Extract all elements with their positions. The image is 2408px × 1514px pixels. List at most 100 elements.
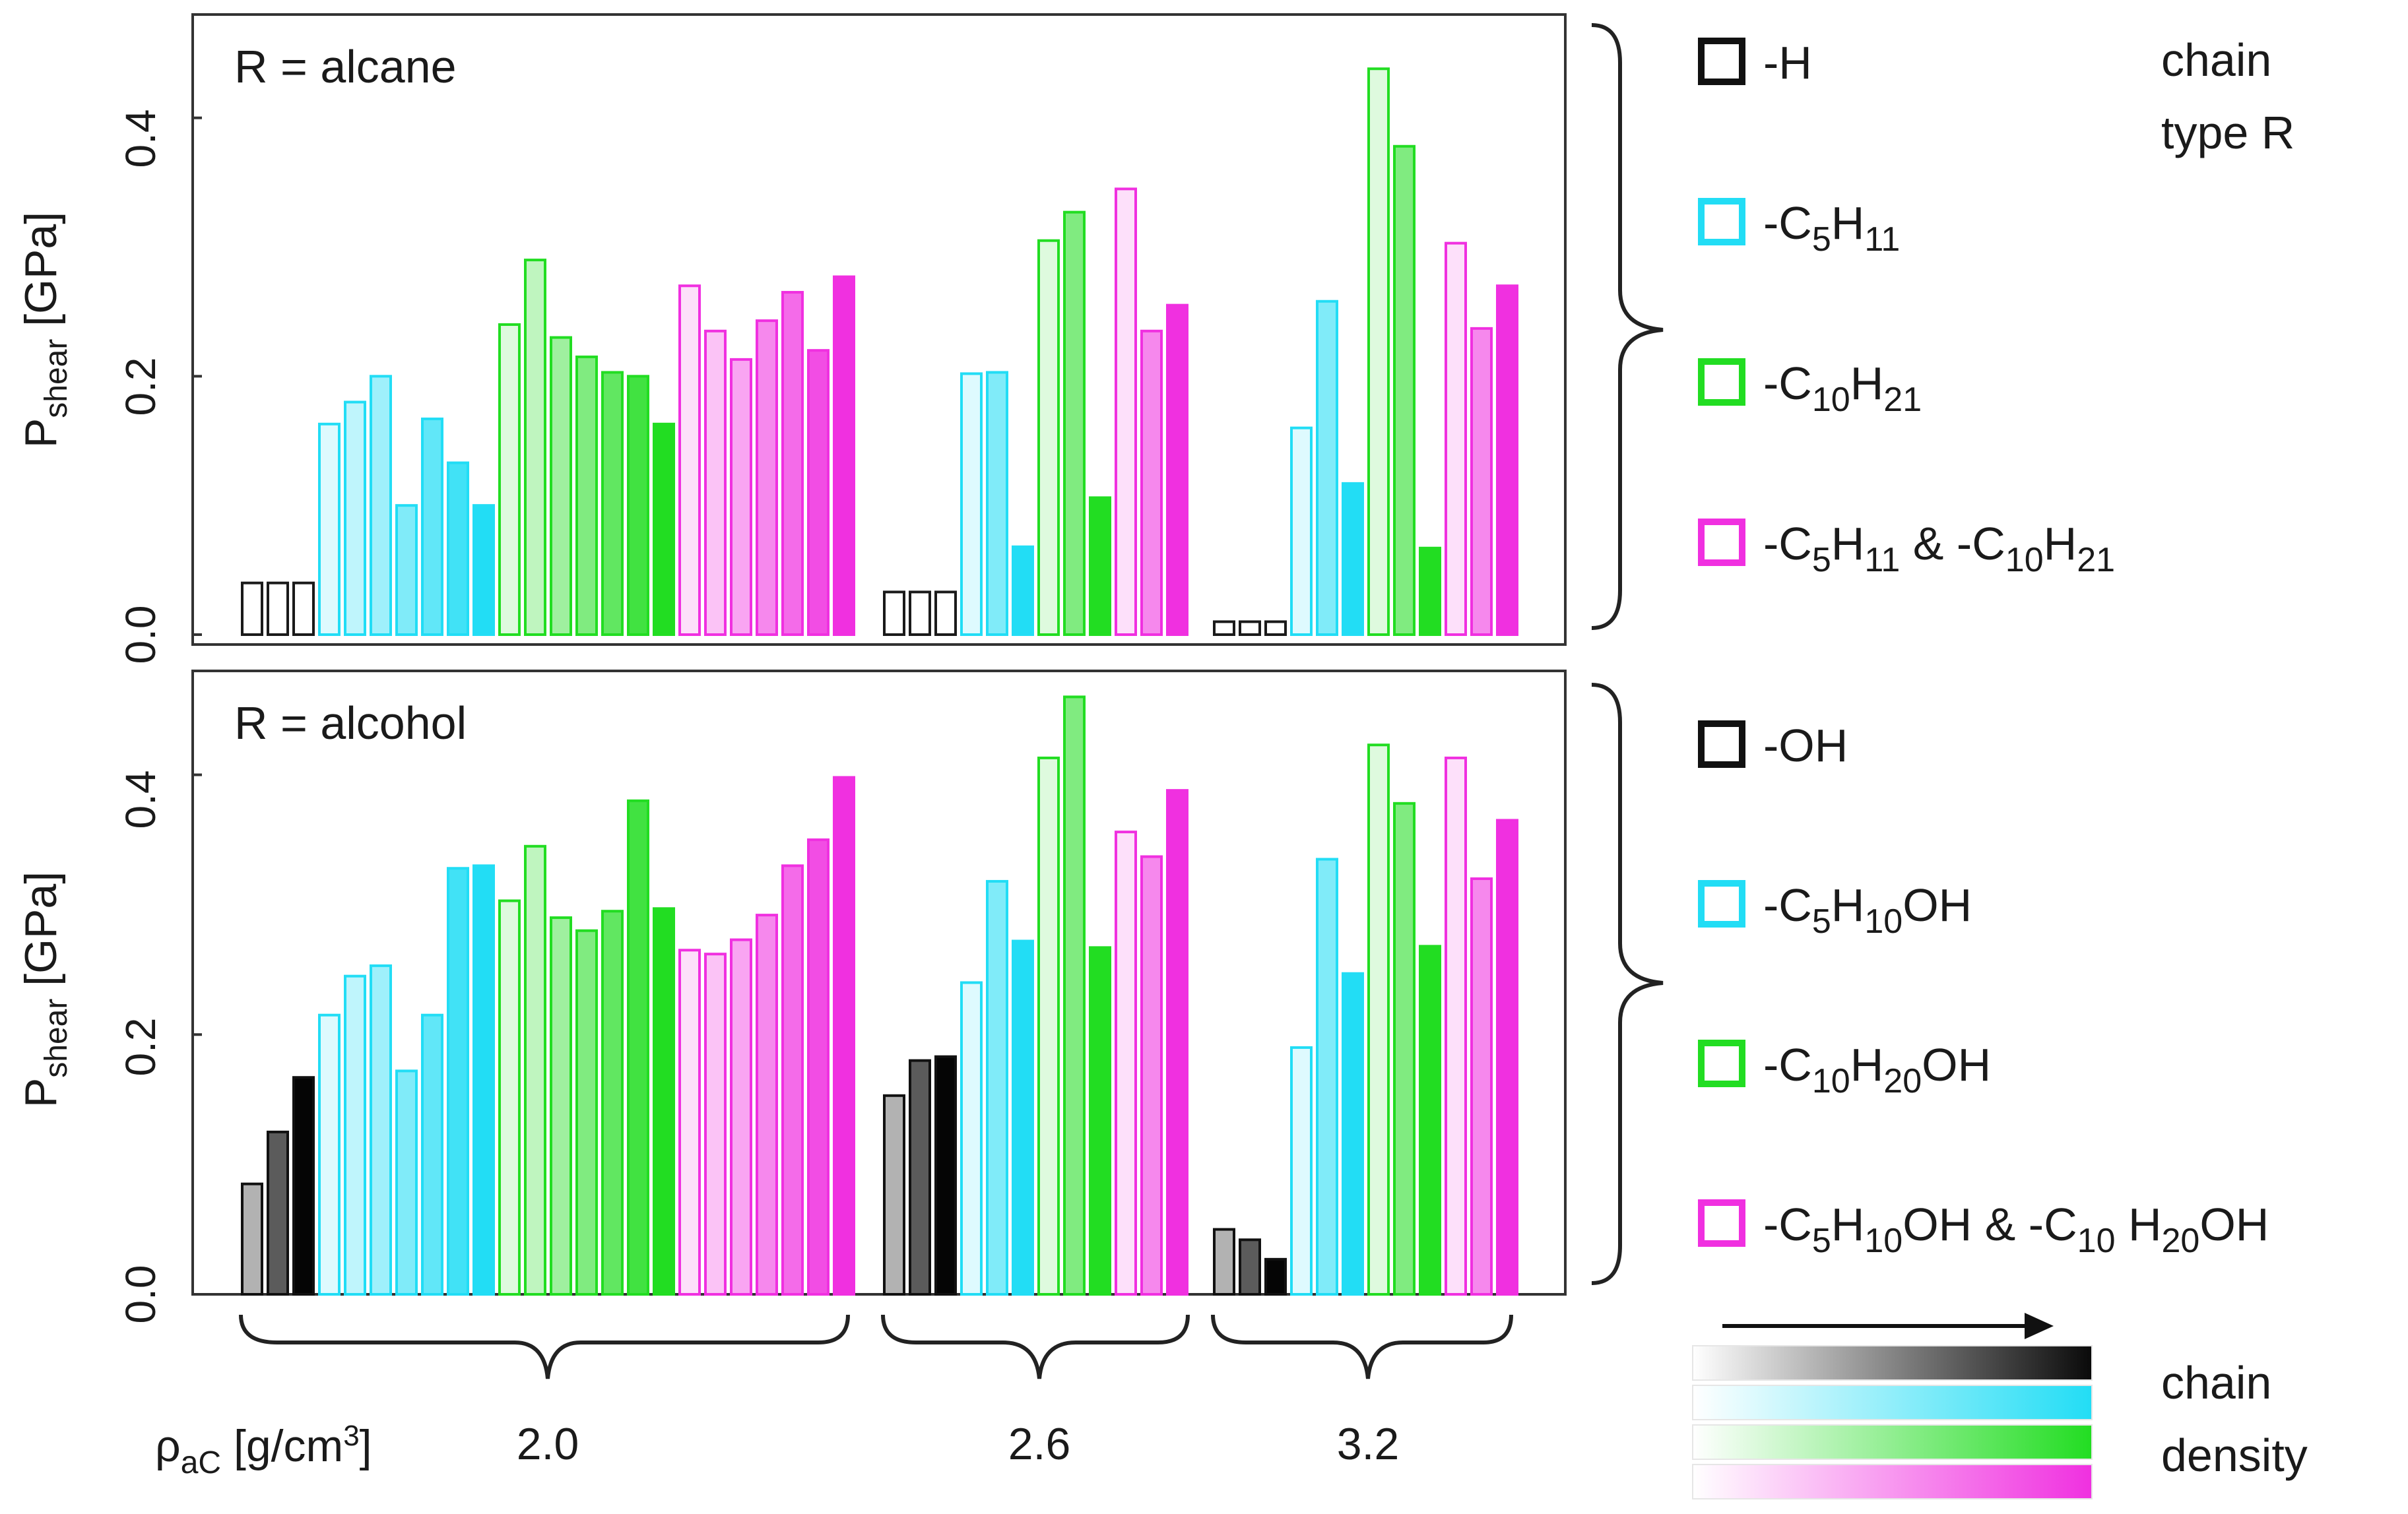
bar-2.6-C10-2: [1063, 695, 1086, 1296]
bar-2.0-mix-5: [781, 291, 804, 636]
bar-2.0-mix-1: [678, 284, 701, 636]
bar-2.6-mix-3: [1166, 303, 1188, 636]
bar-2.0-C5-6: [447, 461, 469, 637]
y-tick-label: 0.0: [117, 1265, 164, 1324]
bar-3.2-mix-1: [1445, 241, 1467, 636]
bar-2.0-C5-1: [318, 1013, 341, 1296]
panel-alcane: R = alcane 0.0 0.2 0.4 Pshear [GPa]: [16, 13, 1567, 664]
bar-2.0-C5-5: [421, 1013, 443, 1296]
bar-2.6-C5-2: [986, 879, 1008, 1296]
legend-swatch-mix-alcohol: [1698, 1199, 1745, 1247]
bar-2.6-C10-3: [1089, 946, 1111, 1296]
bar-2.0-H-3: [292, 1076, 315, 1296]
x-group-brace: [1211, 1314, 1513, 1379]
bar-3.2-mix-2: [1470, 327, 1493, 636]
bar-2.0-mix-7: [833, 275, 855, 636]
legend-label-H-alcohol: -OH: [1763, 720, 1848, 771]
density-gradient-C5: [1692, 1385, 2093, 1420]
bar-2.0-C10-4: [575, 929, 598, 1296]
bar-3.2-C5-1: [1290, 426, 1313, 637]
chain-density-legend: chain density: [1692, 1313, 2308, 1499]
legend-label-C10-alcane: -C10H21: [1763, 358, 1922, 419]
x-group-label: 2.6: [1008, 1419, 1071, 1469]
bar-2.0-H-3: [292, 581, 315, 637]
x-group-label: 3.2: [1337, 1419, 1400, 1469]
legend-label-C5-alcane: -C5H11: [1763, 197, 1900, 259]
bar-3.2-C5-2: [1316, 300, 1338, 636]
bar-2.6-C5-1: [960, 372, 983, 637]
bar-2.0-mix-5: [781, 864, 804, 1296]
bar-3.2-H-2: [1239, 1238, 1261, 1296]
x-group-label: 2.0: [517, 1419, 579, 1469]
bar-2.0-C10-1: [498, 899, 521, 1296]
y-ticks-bottom: [193, 773, 202, 1296]
bar-2.0-C10-6: [627, 375, 649, 636]
bar-2.0-mix-6: [807, 349, 830, 637]
bar-3.2-C10-1: [1367, 67, 1390, 636]
plot-frame-bottom: [191, 670, 1567, 1296]
bar-2.6-C5-2: [986, 371, 1008, 636]
bar-3.2-C5-1: [1290, 1046, 1313, 1296]
legend-label-mix-alcane: -C5H11 & -C10H21: [1763, 518, 2115, 579]
legend-chain-type-alcohol: -OH -C5H10OH -C10H20OH -C5H10OH & -C10 H20O…: [1698, 720, 2269, 1260]
bar-2.0-C10-2: [524, 259, 546, 637]
legend-swatch-C10-alcane: [1698, 358, 1745, 406]
y-tick-label: 0.4: [117, 771, 164, 829]
density-gradient-C10: [1692, 1424, 2093, 1460]
bar-2.0-mix-2: [704, 329, 727, 636]
legend-title: type R: [2161, 107, 2294, 158]
bar-2.6-mix-2: [1140, 855, 1163, 1296]
bar-3.2-H-2: [1239, 620, 1261, 637]
bar-2.6-H-3: [934, 590, 957, 636]
bar-3.2-C5-3: [1342, 972, 1364, 1296]
bar-3.2-C10-3: [1419, 945, 1441, 1296]
bar-2.0-C10-2: [524, 844, 546, 1296]
bar-3.2-H-3: [1264, 620, 1287, 637]
legend-title: chain: [2161, 34, 2271, 86]
y-ticks-top: [193, 116, 202, 636]
bar-2.0-C5-2: [344, 974, 366, 1296]
y-tick-label: 0.0: [117, 606, 164, 664]
plot-frame-top: [191, 13, 1567, 646]
bar-2.6-H-1: [883, 1094, 905, 1296]
y-tick-label: 0.4: [117, 110, 164, 168]
bar-2.0-mix-7: [833, 776, 855, 1296]
bar-2.0-H-1: [241, 1182, 263, 1296]
y-axis-label-bottom: Pshear [GPa]: [16, 871, 74, 1108]
bar-3.2-mix-3: [1496, 284, 1518, 636]
bar-2.0-C5-1: [318, 422, 341, 637]
legend-swatch-C5-alcane: [1698, 198, 1745, 245]
bar-2.6-C10-1: [1037, 756, 1060, 1296]
legend-swatch-C5-alcohol: [1698, 880, 1745, 928]
legend-label-C10-alcohol: -C10H20OH: [1763, 1039, 1991, 1100]
bar-2.0-C10-7: [653, 422, 675, 637]
x-group-brace: [239, 1314, 850, 1379]
bar-2.0-C10-7: [653, 907, 675, 1296]
density-gradient-H: [1692, 1345, 2093, 1381]
y-tick-label: 0.2: [117, 1018, 164, 1077]
bar-2.6-H-2: [909, 590, 931, 636]
x-group-brace: [881, 1314, 1190, 1379]
y-tick-labels-bottom: 0.0 0.2 0.4: [117, 771, 164, 1324]
legend-label-H-alcane: -H: [1763, 37, 1812, 88]
legend-brace-bottom: [1591, 683, 1664, 1285]
bar-2.0-C10-5: [601, 910, 624, 1296]
bar-3.2-C10-3: [1419, 546, 1441, 637]
arrow-right-icon: [2025, 1313, 2054, 1339]
bar-2.6-C5-3: [1012, 939, 1034, 1296]
bar-3.2-C5-3: [1342, 482, 1364, 636]
bar-2.0-C10-6: [627, 799, 649, 1296]
bar-2.6-H-3: [934, 1055, 957, 1296]
bar-2.6-C10-1: [1037, 239, 1060, 637]
bar-2.6-mix-2: [1140, 329, 1163, 636]
bar-3.2-H-1: [1213, 1228, 1235, 1296]
bar-2.6-C10-2: [1063, 210, 1086, 636]
bar-2.0-H-2: [267, 581, 289, 637]
bar-2.6-H-2: [909, 1059, 931, 1296]
bar-2.0-C5-7: [472, 864, 495, 1296]
bar-3.2-C5-2: [1316, 858, 1338, 1296]
bar-2.0-H-1: [241, 581, 263, 637]
bar-2.0-C5-5: [421, 417, 443, 636]
bar-2.0-C10-5: [601, 371, 624, 636]
